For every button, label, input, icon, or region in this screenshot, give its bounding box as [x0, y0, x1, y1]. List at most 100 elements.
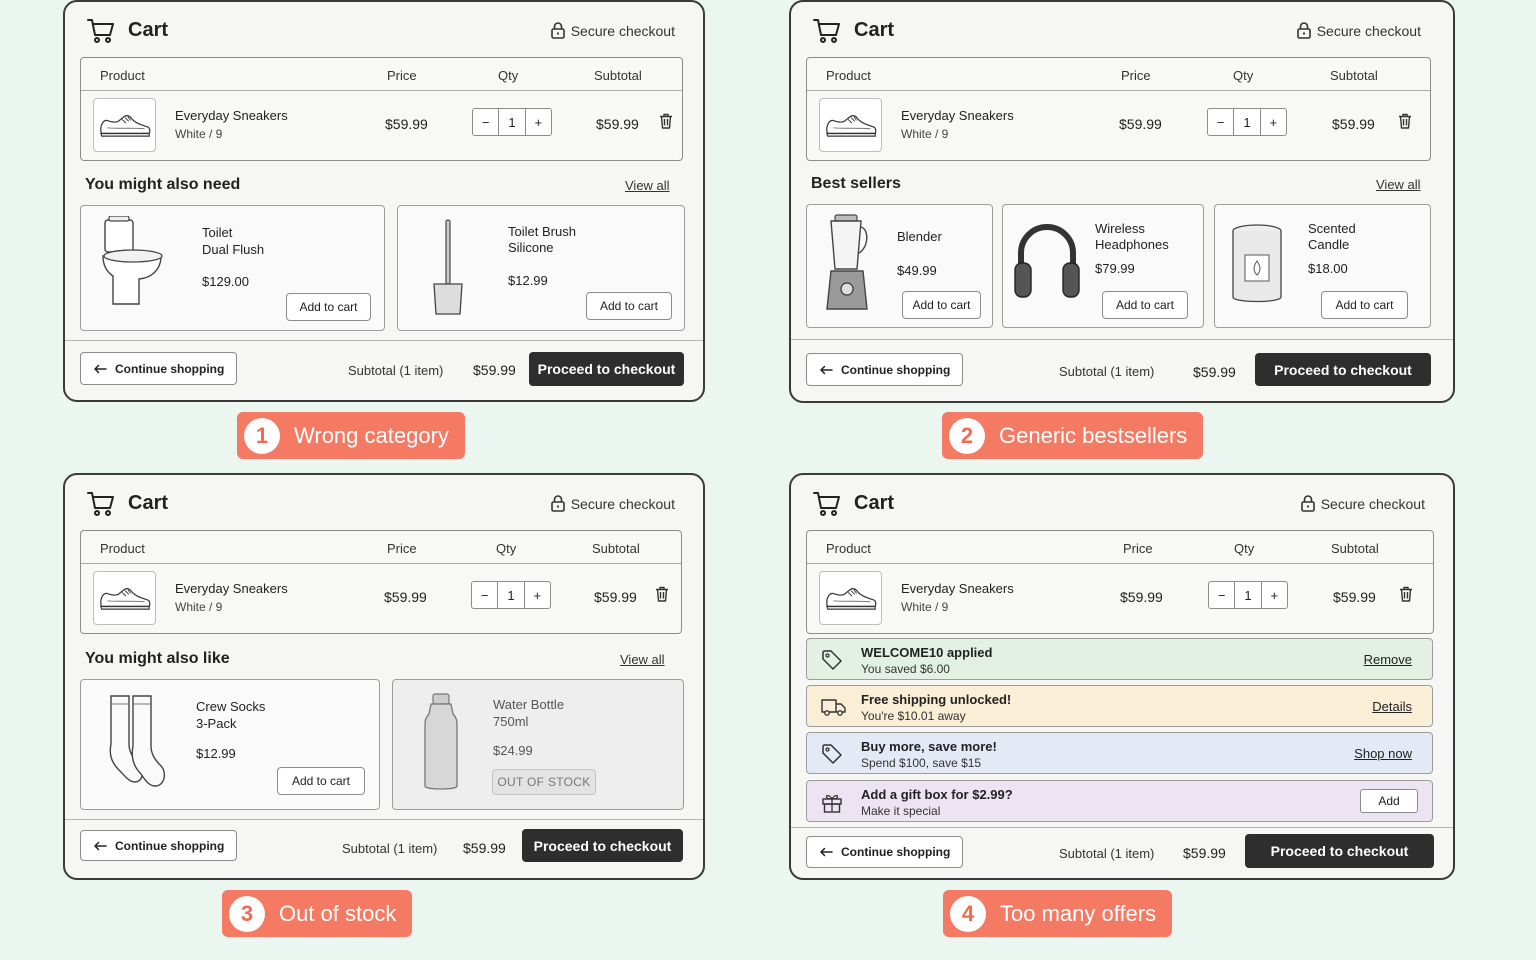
label-badge-4: 4 Too many offers	[943, 890, 1173, 937]
card-subname: Silicone	[508, 240, 554, 255]
cart-icon	[87, 18, 115, 44]
qty-increase-button[interactable]: +	[533, 587, 542, 603]
qty-value[interactable]: 1	[497, 582, 525, 608]
proceed-to-checkout-button[interactable]: Proceed to checkout	[522, 829, 683, 862]
product-subtotal: $59.99	[596, 116, 639, 132]
offer-title: Free shipping unlocked!	[861, 692, 1012, 707]
remove-coupon-link[interactable]: Remove	[1363, 652, 1412, 667]
blender-icon	[826, 214, 868, 310]
toilet-icon	[102, 216, 163, 305]
product-card[interactable]: Wireless Headphones $79.99 Add to cart	[1002, 204, 1204, 328]
proceed-to-checkout-button[interactable]: Proceed to checkout	[1245, 834, 1434, 868]
product-name[interactable]: Everyday Sneakers	[175, 108, 288, 123]
product-variant: White / 9	[901, 127, 949, 141]
proceed-to-checkout-button[interactable]: Proceed to checkout	[529, 352, 684, 386]
col-subtotal: Subtotal	[1331, 541, 1379, 556]
trash-icon[interactable]	[1399, 586, 1413, 602]
product-name[interactable]: Everyday Sneakers	[901, 581, 1014, 596]
recommendations-title: Best sellers	[811, 175, 901, 192]
view-all-link[interactable]: View all	[620, 652, 665, 667]
qty-value[interactable]: 1	[498, 109, 526, 135]
table-header: Product Price Qty Subtotal	[81, 531, 681, 564]
continue-shopping-button[interactable]: Continue shopping	[806, 353, 964, 386]
subtotal-value: $59.99	[473, 362, 516, 378]
product-card[interactable]: Toilet Brush Silicone $12.99 Add to cart	[397, 205, 685, 331]
add-gift-box-button[interactable]: Add	[1360, 789, 1418, 813]
card-name: Scented	[1308, 221, 1356, 236]
qty-increase-button[interactable]: +	[534, 114, 543, 130]
view-all-link[interactable]: View all	[1376, 177, 1421, 192]
product-variant: White / 9	[175, 127, 223, 141]
proceed-to-checkout-button[interactable]: Proceed to checkout	[1255, 353, 1431, 386]
product-price: $59.99	[384, 589, 427, 605]
view-all-link[interactable]: View all	[625, 178, 670, 193]
tag-icon	[822, 650, 842, 670]
trash-icon[interactable]	[655, 586, 669, 602]
shop-now-link[interactable]: Shop now	[1354, 746, 1412, 761]
shipping-details-link[interactable]: Details	[1372, 699, 1412, 714]
add-to-cart-button[interactable]: Add to cart	[286, 293, 371, 321]
quantity-stepper: − 1 +	[472, 108, 552, 136]
col-product: Product	[100, 541, 145, 556]
card-name: Crew Socks	[196, 699, 266, 714]
qty-decrease-button[interactable]: −	[480, 587, 489, 603]
trash-icon[interactable]	[1398, 113, 1412, 129]
qty-value[interactable]: 1	[1233, 109, 1261, 135]
product-card[interactable]: Crew Socks 3-Pack $12.99 Add to cart	[80, 679, 380, 810]
sneaker-image	[93, 98, 156, 152]
label-badge-2: 2 Generic bestsellers	[942, 412, 1204, 459]
col-price: Price	[1123, 541, 1153, 556]
add-to-cart-button[interactable]: Add to cart	[1321, 291, 1408, 319]
product-card[interactable]: Scented Candle $18.00 Add to cart	[1214, 204, 1431, 328]
qty-decrease-button[interactable]: −	[1216, 114, 1225, 130]
qty-value[interactable]: 1	[1234, 582, 1262, 608]
card-subname: Dual Flush	[202, 242, 265, 257]
card-price: $49.99	[897, 263, 937, 278]
truck-icon	[821, 699, 846, 716]
quantity-stepper: − 1 +	[1208, 581, 1288, 609]
badge-text: Wrong category	[294, 422, 449, 448]
product-card[interactable]: Blender $49.99 Add to cart	[806, 204, 993, 328]
cart-title: Cart	[854, 19, 895, 41]
col-qty: Qty	[1234, 541, 1255, 556]
product-card[interactable]: Toilet Dual Flush $129.00 Add to cart	[80, 205, 385, 331]
product-name[interactable]: Everyday Sneakers	[175, 581, 288, 596]
arrow-left-icon	[819, 365, 833, 375]
lock-icon	[551, 495, 565, 512]
add-to-cart-button[interactable]: Add to cart	[277, 767, 365, 795]
offer-title: Add a gift box for $2.99?	[861, 787, 1013, 802]
continue-shopping-button[interactable]: Continue shopping	[80, 830, 238, 861]
qty-decrease-button[interactable]: −	[1217, 587, 1226, 603]
divider	[65, 819, 703, 820]
cart-icon	[813, 491, 841, 517]
col-price: Price	[387, 541, 417, 556]
col-subtotal: Subtotal	[592, 541, 640, 556]
card-price: $12.99	[508, 273, 548, 288]
trash-icon[interactable]	[659, 113, 673, 129]
qty-increase-button[interactable]: +	[1270, 587, 1279, 603]
card-price: $129.00	[202, 274, 249, 289]
col-price: Price	[387, 68, 417, 83]
subtotal-value: $59.99	[1193, 364, 1236, 380]
cart-table: Product Price Qty Subtotal Everyday Snea…	[80, 57, 683, 161]
continue-shopping-button[interactable]: Continue shopping	[80, 352, 238, 385]
add-to-cart-button[interactable]: Add to cart	[902, 291, 981, 319]
lock-icon	[1301, 495, 1315, 512]
add-to-cart-button[interactable]: Add to cart	[1102, 291, 1188, 319]
continue-shopping-button[interactable]: Continue shopping	[806, 836, 964, 868]
qty-increase-button[interactable]: +	[1269, 114, 1278, 130]
sneaker-icon	[824, 110, 878, 140]
cart-icon	[87, 491, 115, 517]
subtotal-label: Subtotal (1 item)	[348, 363, 444, 378]
col-qty: Qty	[496, 541, 517, 556]
product-price: $59.99	[1120, 589, 1163, 605]
product-name[interactable]: Everyday Sneakers	[901, 108, 1014, 123]
add-to-cart-button[interactable]: Add to cart	[586, 292, 672, 320]
qty-decrease-button[interactable]: −	[481, 114, 490, 130]
cart-header: Cart Secure checkout	[65, 2, 703, 58]
offer-subtitle: You saved $6.00	[861, 662, 950, 676]
col-price: Price	[1121, 68, 1151, 83]
table-header: Product Price Qty Subtotal	[807, 58, 1430, 91]
table-row: Everyday Sneakers White / 9 $59.99 − 1 +…	[807, 91, 1430, 161]
recommendations-title: You might also like	[85, 650, 230, 667]
